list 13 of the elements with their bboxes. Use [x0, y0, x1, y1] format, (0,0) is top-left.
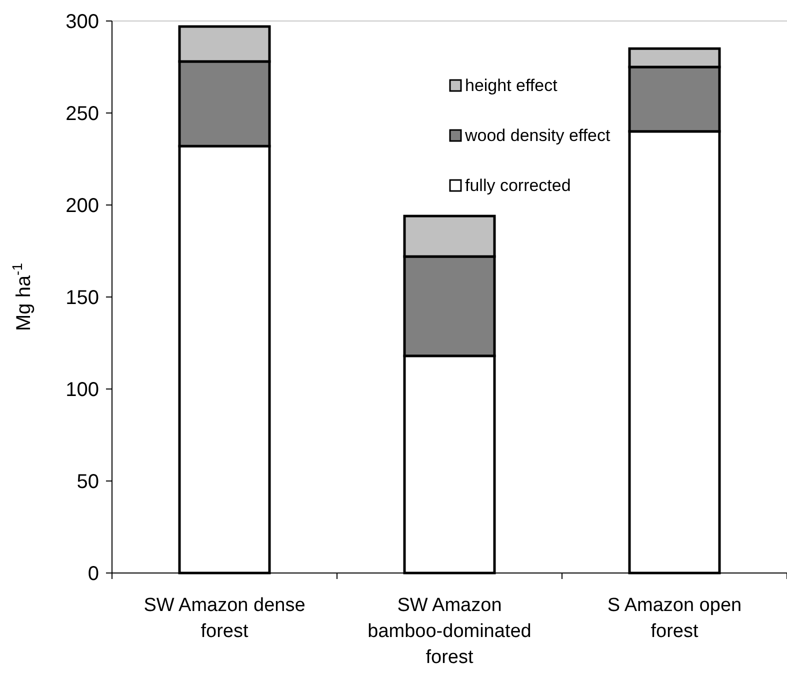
x-tick-label: SW Amazon bamboo-dominated forest — [368, 595, 532, 668]
y-tick-label: 200 — [66, 195, 99, 217]
y-tick-label: 150 — [66, 287, 99, 309]
x-tick-label: SW Amazon dense forest — [144, 595, 306, 642]
y-tick-label: 50 — [76, 471, 99, 493]
legend-label: fully corrected — [465, 176, 571, 195]
x-tick-label: S Amazon open forest — [607, 595, 742, 642]
y-tick-label: 0 — [88, 563, 99, 585]
legend-label: height effect — [465, 76, 558, 95]
legend-label: wood density effect — [464, 126, 610, 145]
y-tick-label: 250 — [66, 103, 99, 125]
y-tick-label: 300 — [66, 11, 99, 33]
y-tick-label: 100 — [66, 379, 99, 401]
